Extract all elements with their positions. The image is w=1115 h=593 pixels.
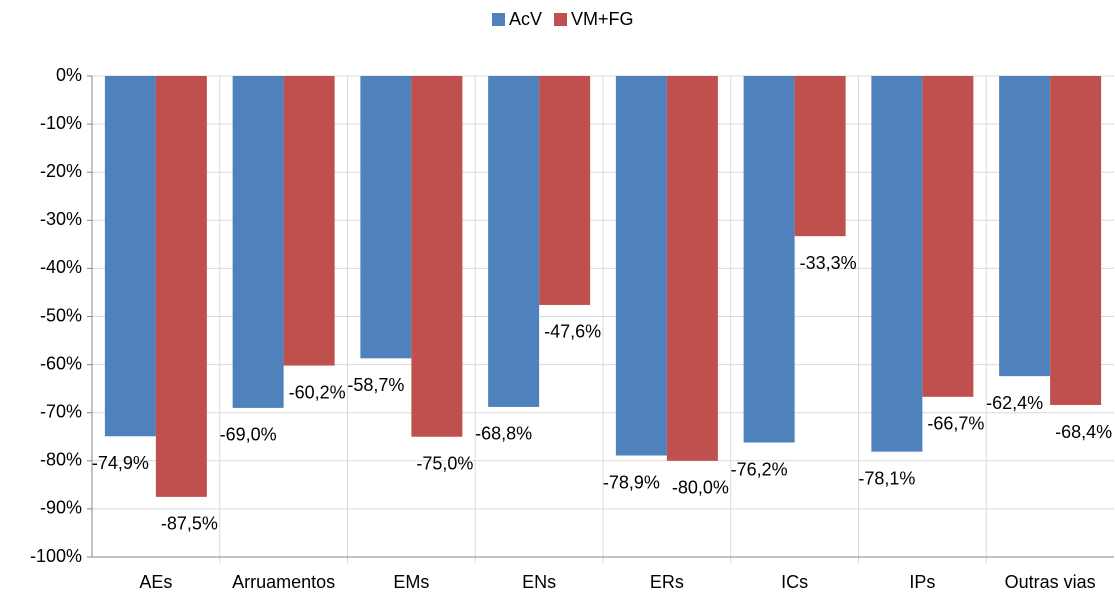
bar [539,76,591,305]
data-label: -80,0% [672,478,729,498]
data-label: -75,0% [416,454,473,474]
y-tick-label: -70% [40,401,82,421]
x-tick-label: AEs [139,572,172,592]
bar [743,76,795,443]
y-tick-label: -10% [40,113,82,133]
y-tick-label: -100% [30,546,82,566]
data-label: -62,4% [986,393,1043,413]
bar [666,76,718,461]
y-tick-label: -90% [40,498,82,518]
bar [794,76,846,237]
x-tick-label: Arruamentos [232,572,335,592]
bar [999,76,1051,377]
bar [283,76,335,366]
x-tick-label: Outras vias [1005,572,1096,592]
bar [360,76,412,359]
data-label: -60,2% [289,382,346,402]
data-label: -66,7% [927,414,984,434]
legend-label: VM+FG [571,9,634,29]
data-label: -69,0% [220,425,277,445]
x-tick-label: EMs [393,572,429,592]
legend-label: AcV [509,9,542,29]
x-tick-label: ENs [522,572,556,592]
legend-swatch [492,13,505,26]
bar [871,76,923,452]
y-tick-label: -40% [40,257,82,277]
data-label: -76,2% [731,459,788,479]
data-label: -68,8% [475,424,532,444]
bar [1050,76,1102,406]
bar [155,76,207,497]
y-tick-label: -60% [40,353,82,373]
bar [411,76,463,437]
data-label: -78,1% [858,468,915,488]
x-tick-label: IPs [909,572,935,592]
x-tick-label: ERs [650,572,684,592]
data-label: -68,4% [1055,422,1112,442]
data-label: -78,9% [603,472,660,492]
data-label: -47,6% [544,322,601,342]
bar [104,76,156,437]
data-label: -33,3% [800,253,857,273]
legend-swatch [554,13,568,26]
x-tick-label: ICs [781,572,808,592]
y-tick-label: -80% [40,450,82,470]
data-label: -58,7% [347,375,404,395]
data-label: -74,9% [92,453,149,473]
data-label: -87,5% [161,514,218,534]
y-tick-label: -20% [40,161,82,181]
bar [922,76,974,397]
bar [232,76,284,408]
bar [615,76,667,456]
y-tick-label: 0% [56,65,82,85]
bar [488,76,540,407]
y-tick-label: -50% [40,305,82,325]
y-tick-label: -30% [40,209,82,229]
